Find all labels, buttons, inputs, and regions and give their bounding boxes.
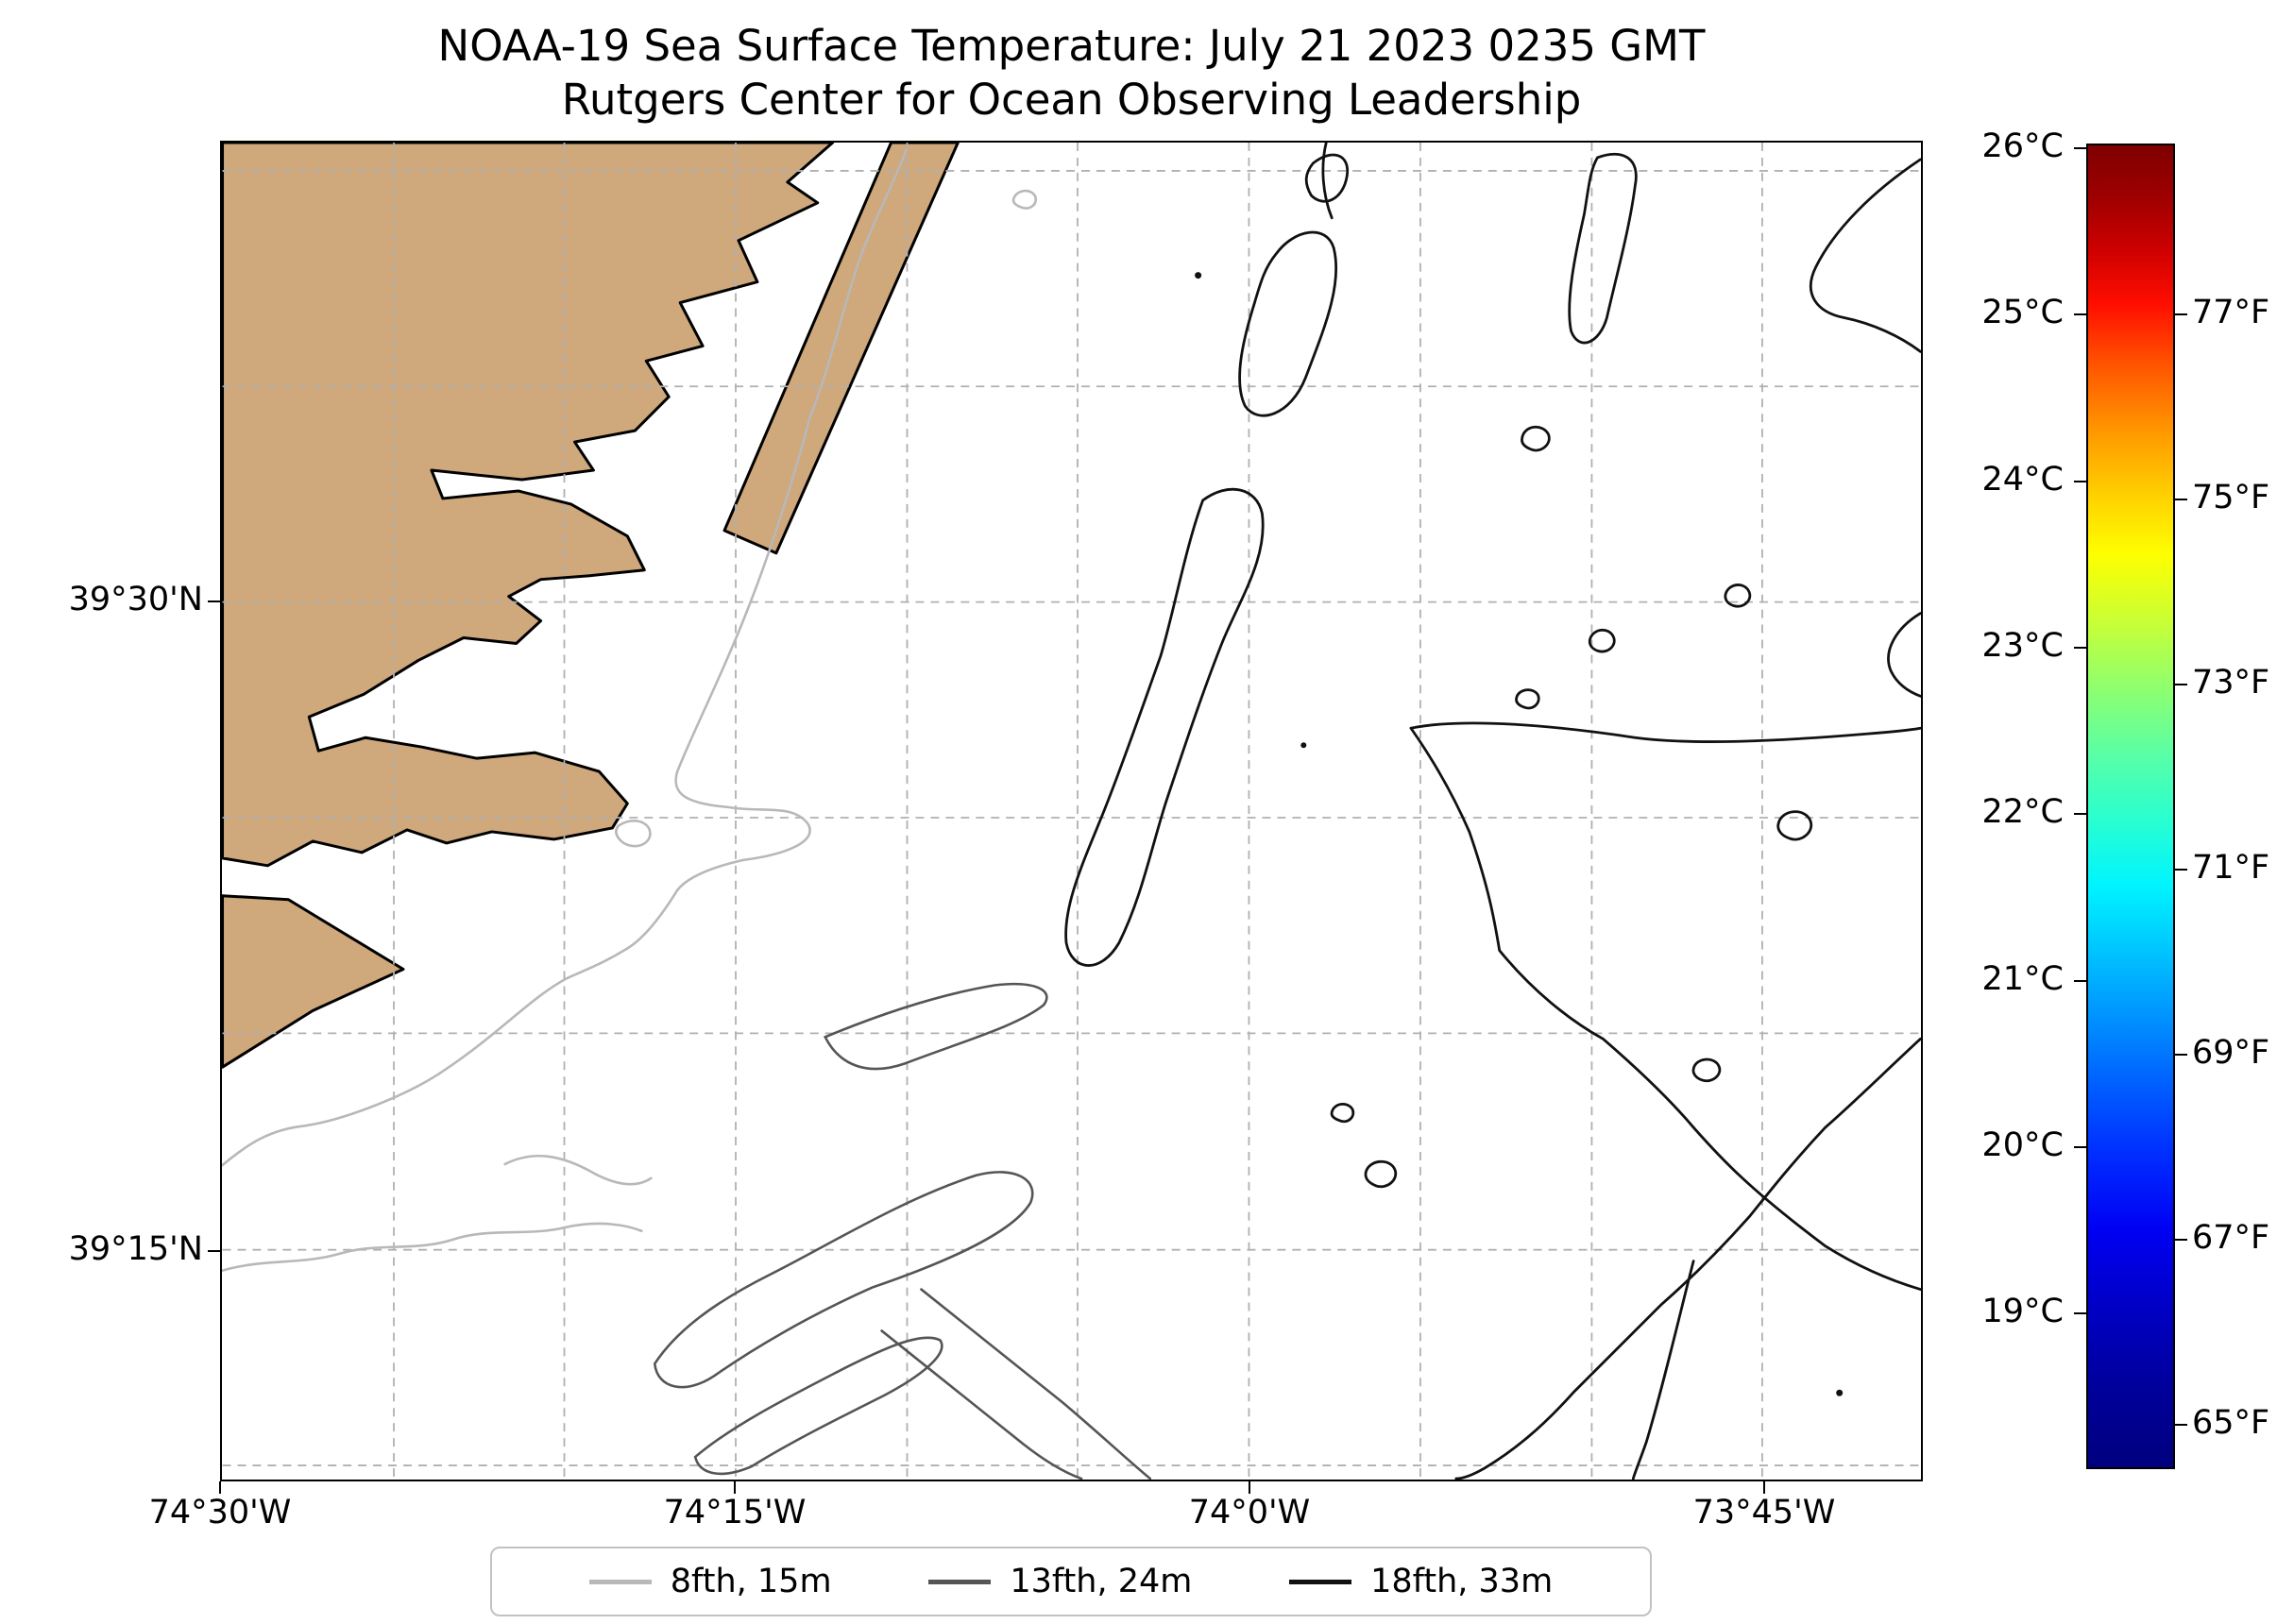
isobath-33m-loop-3 (1515, 688, 1540, 710)
isobath-33m-dots (1195, 272, 1844, 1396)
legend-item-24m: 13fth, 24m (928, 1563, 1192, 1600)
cbar-f-label-77: 77°F (2192, 294, 2270, 331)
isobath-24m-lobe-3 (823, 982, 1048, 1071)
y-tick-label-1: 39°15'N (68, 1230, 203, 1268)
cbar-c-tick-mark-24 (2074, 481, 2086, 482)
legend-label-15m: 8fth, 15m (670, 1563, 832, 1600)
cbar-f-tick-mark-73 (2175, 684, 2187, 685)
cbar-f-label-75: 75°F (2192, 479, 2270, 516)
isobath-15m-squiggle (503, 1155, 653, 1186)
isobath-15m-loop (615, 820, 652, 848)
x-tick-label-2: 74°0'W (1188, 1494, 1311, 1531)
cbar-c-tick-mark-19 (2074, 1312, 2086, 1314)
legend-label-24m: 13fth, 24m (1010, 1563, 1193, 1600)
legend-line-15m (588, 1579, 652, 1584)
isobath-33m-loop-7 (1330, 1103, 1355, 1124)
isobath-33m-sinuous-1 (1409, 726, 1921, 1291)
legend: 8fth, 15m 13fth, 24m 18fth, 33m (490, 1547, 1652, 1616)
cbar-f-label-67: 67°F (2192, 1219, 2270, 1257)
isobath-33m-loop-5 (1691, 1057, 1722, 1083)
legend-line-24m (928, 1579, 992, 1584)
y-tick-mark-0 (208, 601, 220, 602)
colorbar (2086, 144, 2175, 1469)
cbar-c-label-20: 20°C (1981, 1126, 2064, 1164)
cbar-c-tick-mark-21 (2074, 980, 2086, 982)
x-tick-label-1: 74°15'W (663, 1494, 807, 1531)
x-tick-mark-2 (1249, 1481, 1250, 1494)
isobath-33m-loop-6 (1364, 1159, 1398, 1189)
isobath-24m-diag-2 (880, 1329, 1083, 1480)
cbar-f-tick-mark-69 (2175, 1054, 2187, 1056)
cbar-f-label-69: 69°F (2192, 1034, 2270, 1072)
x-tick-mark-0 (219, 1481, 221, 1494)
isobath-33m-loop-8 (1724, 584, 1752, 608)
land-mainland (222, 143, 835, 868)
cbar-c-tick-mark-20 (2074, 1146, 2086, 1148)
cbar-c-label-21: 21°C (1981, 960, 2064, 998)
cbar-f-tick-mark-77 (2175, 313, 2187, 315)
graticule (222, 143, 1921, 1480)
cbar-c-label-19: 19°C (1981, 1293, 2064, 1330)
cbar-c-tick-mark-22 (2074, 813, 2086, 815)
cbar-f-tick-mark-67 (2175, 1239, 2187, 1241)
isobath-15m-marsh (222, 1222, 643, 1272)
land-lower-wedge (222, 894, 405, 1069)
legend-item-33m: 18fth, 33m (1289, 1563, 1553, 1600)
cbar-c-tick-mark-26 (2074, 147, 2086, 149)
cbar-f-label-73: 73°F (2192, 664, 2270, 702)
cbar-c-label-22: 22°C (1981, 793, 2064, 831)
isobath-33m-layer (1064, 143, 1921, 1480)
isobath-15m (222, 148, 908, 1167)
map-canvas (222, 143, 1921, 1480)
cbar-f-label-71: 71°F (2192, 849, 2270, 887)
isobath-33m-sinuous-2 (1454, 1037, 1921, 1480)
title-line-2: Rutgers Center for Ocean Observing Leade… (561, 75, 1582, 125)
x-tick-mark-3 (1763, 1481, 1765, 1494)
isobath-24m-lobe-1 (653, 1171, 1034, 1389)
isobath-33m-corner-hook (1810, 158, 1921, 353)
isobath-33m-branch (1409, 721, 1921, 743)
cbar-c-label-25: 25°C (1981, 294, 2064, 331)
y-tick-mark-1 (208, 1250, 220, 1252)
x-tick-mark-1 (734, 1481, 736, 1494)
isobath-15m-layer (222, 148, 1038, 1272)
land-layer (222, 143, 960, 1069)
cbar-f-label-65: 65°F (2192, 1404, 2270, 1442)
title-line-1: NOAA-19 Sea Surface Temperature: July 21… (437, 21, 1706, 71)
x-tick-label-0: 74°30'W (148, 1494, 292, 1531)
isobath-33m-top (1321, 143, 1334, 220)
cbar-f-tick-mark-71 (2175, 869, 2187, 871)
cbar-f-tick-mark-75 (2175, 499, 2187, 500)
cbar-c-tick-mark-23 (2074, 647, 2086, 649)
isobath-33m-right-edge (1887, 612, 1921, 698)
cbar-f-tick-mark-65 (2175, 1424, 2187, 1426)
isobath-24m-lobe-2 (693, 1336, 943, 1476)
land-barrier-island (722, 143, 960, 555)
isobath-33m-loop-4 (1776, 810, 1813, 841)
cbar-c-label-23: 23°C (1981, 627, 2064, 665)
isobath-15m-loop-top (1011, 189, 1038, 210)
cbar-c-label-24: 24°C (1981, 461, 2064, 499)
x-tick-label-3: 73°45'W (1692, 1494, 1836, 1531)
isobath-33m-right-vert (1568, 152, 1638, 345)
isobath-33m-loop-1 (1521, 426, 1551, 452)
legend-label-33m: 18fth, 33m (1370, 1563, 1554, 1600)
isobath-33m-sinuous-3 (1631, 1260, 1695, 1480)
map-axes (220, 141, 1923, 1481)
isobath-24m-diag-1 (920, 1288, 1152, 1480)
isobath-33m-blob-1 (1304, 153, 1350, 203)
isobath-33m-loop-2 (1588, 629, 1616, 653)
figure-title: NOAA-19 Sea Surface Temperature: July 21… (220, 19, 1923, 127)
isobath-33m-central (1064, 487, 1265, 967)
isobath-33m-blob-2 (1238, 230, 1338, 417)
cbar-c-label-26: 26°C (1981, 127, 2064, 165)
legend-item-15m: 8fth, 15m (588, 1563, 832, 1600)
cbar-c-tick-mark-25 (2074, 313, 2086, 315)
isobath-24m-layer (653, 982, 1152, 1480)
legend-line-33m (1289, 1579, 1352, 1584)
y-tick-label-0: 39°30'N (68, 581, 203, 618)
